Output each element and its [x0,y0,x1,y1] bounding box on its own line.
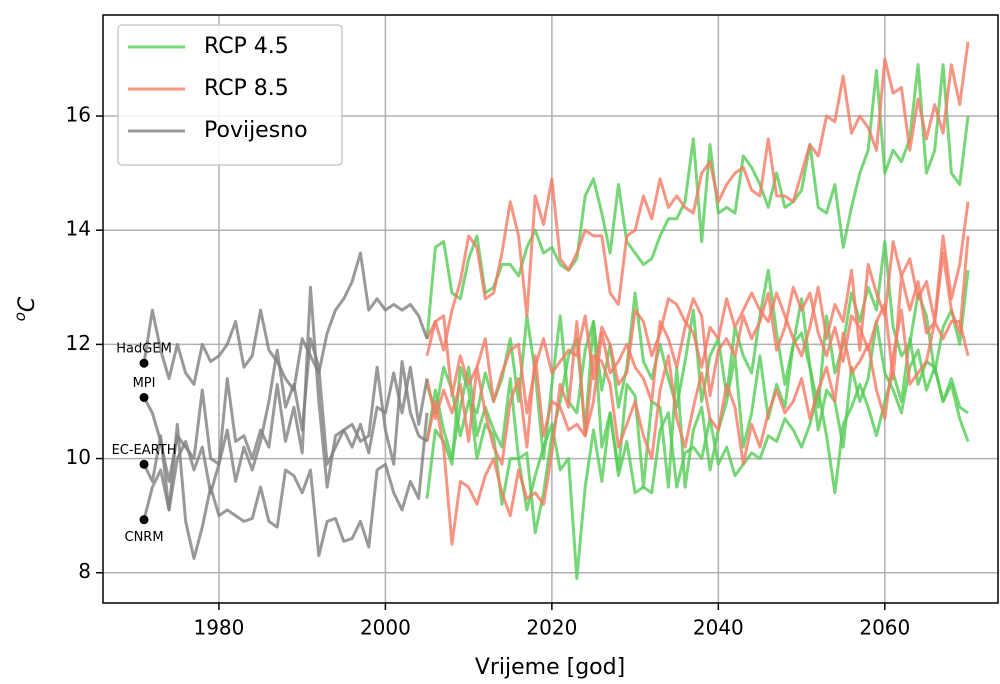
y-axis-title: oC [11,296,41,321]
y-axis-title-sup: o [11,312,29,321]
x-tick-label: 1980 [193,616,244,640]
ticks: 1980 2000 2020 2040 2060 8 10 12 14 16 [66,103,911,640]
series-line [425,41,970,352]
annotation-label: HadGEM [116,342,172,357]
series-line [425,235,970,466]
x-tick-label: 2000 [360,616,411,640]
series-line [142,285,429,489]
y-tick-label: 8 [78,559,91,583]
y-axis-title-main: C [15,296,40,312]
plot-area: HadGEM MPI EC-EARTH CNRM [112,41,970,580]
y-tick-label: 16 [66,103,91,127]
x-axis-title: Vrijeme [god] [475,655,625,680]
series-line [425,337,970,580]
series-line [425,201,970,415]
series-line [142,337,428,512]
legend-label: RCP 8.5 [204,76,289,101]
legend-label: Povijesno [204,118,308,143]
series-line [142,251,429,392]
axes-frame [102,14,999,604]
legend: RCP 4.5 RCP 8.5 Povijesno [117,24,343,166]
series-line [425,320,969,535]
x-tick-label: 2040 [693,616,744,640]
series-line [425,308,970,546]
annotation-dot [139,515,149,525]
x-tick-label: 2060 [859,616,910,640]
annotation-dot [139,358,149,368]
annotation-dot [139,392,149,402]
y-tick-label: 12 [66,331,91,355]
annotation-label: MPI [133,376,156,391]
y-tick-label: 10 [66,445,91,469]
annotation-dot [139,459,149,469]
x-tick-label: 2020 [526,616,577,640]
annotation-label: CNRM [125,530,164,545]
y-tick-label: 14 [66,217,91,241]
legend-label: RCP 4.5 [204,34,289,59]
annotation-label: EC-EARTH [112,443,177,458]
series-line [142,412,429,560]
